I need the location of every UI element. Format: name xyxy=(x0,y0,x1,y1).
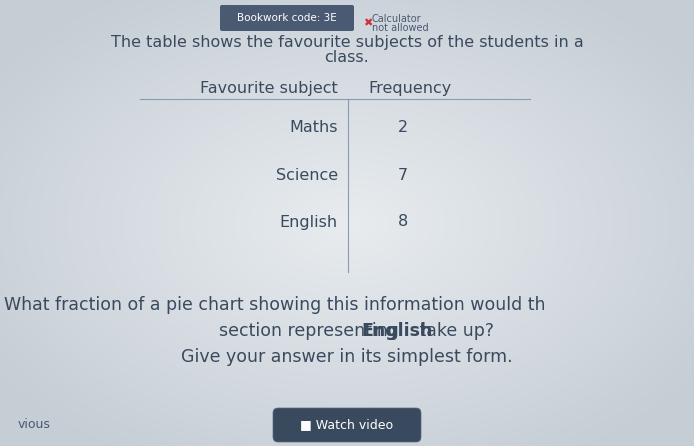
Text: not allowed: not allowed xyxy=(372,23,429,33)
Text: class.: class. xyxy=(325,50,369,66)
Text: 8: 8 xyxy=(398,215,408,230)
Text: Give your answer in its simplest form.: Give your answer in its simplest form. xyxy=(181,348,513,366)
Text: Maths: Maths xyxy=(289,120,338,136)
Text: 2: 2 xyxy=(398,120,408,136)
Text: Science: Science xyxy=(276,168,338,182)
Text: section representing: section representing xyxy=(219,322,404,340)
Text: ■ Watch video: ■ Watch video xyxy=(301,418,393,431)
FancyBboxPatch shape xyxy=(273,408,421,442)
Text: What fraction of a pie chart showing this information would th: What fraction of a pie chart showing thi… xyxy=(4,296,545,314)
Text: The table shows the favourite subjects of the students in a: The table shows the favourite subjects o… xyxy=(110,34,584,50)
FancyBboxPatch shape xyxy=(220,5,354,31)
Text: Bookwork code: 3E: Bookwork code: 3E xyxy=(237,13,337,23)
Text: Calculator: Calculator xyxy=(372,14,422,24)
Text: ✖: ✖ xyxy=(364,18,373,28)
Text: vious: vious xyxy=(18,418,51,431)
Text: English: English xyxy=(362,322,433,340)
Text: Frequency: Frequency xyxy=(368,80,451,95)
Text: Favourite subject: Favourite subject xyxy=(201,80,338,95)
Text: 7: 7 xyxy=(398,168,408,182)
Text: take up?: take up? xyxy=(414,322,494,340)
Text: English: English xyxy=(280,215,338,230)
